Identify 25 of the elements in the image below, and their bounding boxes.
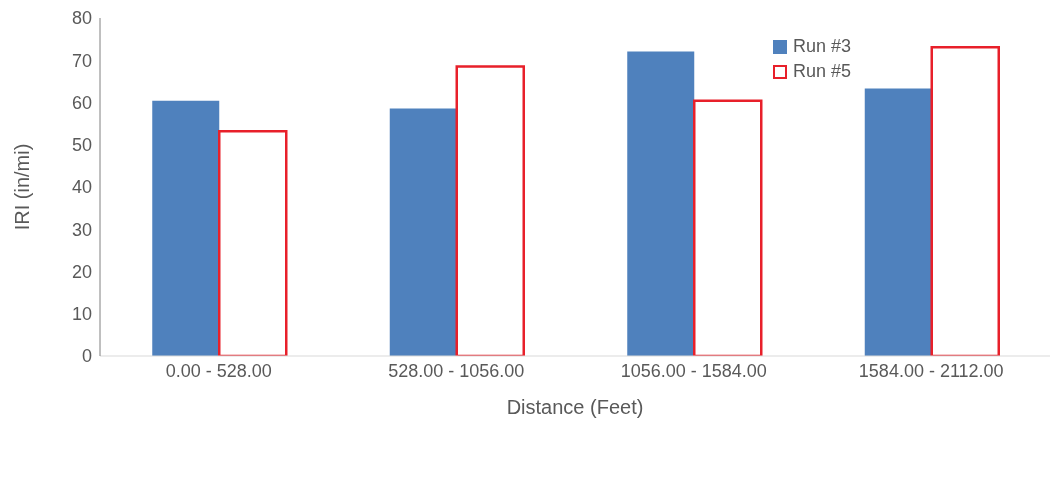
legend-label: Run #3 xyxy=(793,36,852,57)
y-tick-label: 0 xyxy=(81,346,92,367)
y-tick-label: 10 xyxy=(71,304,92,325)
bar xyxy=(930,45,1000,356)
x-tick-label: 528.00 - 1056.00 xyxy=(388,360,525,381)
legend-label: Run #5 xyxy=(793,61,852,82)
bar xyxy=(455,65,525,356)
bar xyxy=(627,51,695,356)
bar xyxy=(389,108,457,356)
y-tick-label: 80 xyxy=(71,8,92,29)
bar xyxy=(864,88,932,356)
y-tick-label: 30 xyxy=(71,219,92,240)
x-tick-label: 1584.00 - 2112.00 xyxy=(858,360,1004,381)
x-tick-label: 0.00 - 528.00 xyxy=(165,360,272,381)
x-tick-label: 1056.00 - 1584.00 xyxy=(620,360,767,381)
y-axis-title: IRI (in/mi) xyxy=(11,143,34,231)
y-tick-label: 50 xyxy=(71,135,92,156)
bar xyxy=(693,99,763,356)
y-tick-label: 70 xyxy=(71,50,92,71)
x-axis-title: Distance (Feet) xyxy=(506,396,644,418)
bar xyxy=(152,100,220,356)
y-tick-label: 20 xyxy=(71,261,92,282)
y-tick-label: 60 xyxy=(71,92,92,113)
bar xyxy=(218,129,288,356)
y-tick-label: 40 xyxy=(71,177,92,198)
